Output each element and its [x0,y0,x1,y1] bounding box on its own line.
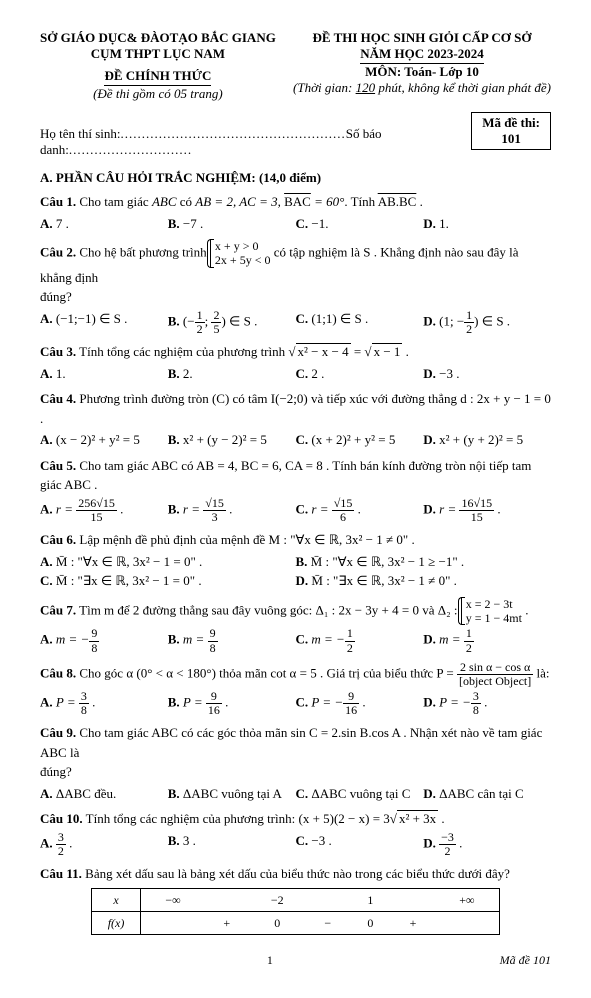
dept: SỞ GIÁO DỤC& ĐÀOTẠO BẮC GIANG [40,30,276,46]
name-label: Họ tên thí sinh: [40,126,121,141]
sqrt-icon [364,344,371,359]
q10-opt-b: B. 3 . [168,831,296,858]
question-10: Câu 10. Tính tổng các nghiệm của phương … [40,809,551,858]
q8-opt-a: A. P = 38 . [40,690,168,717]
q5-opt-b: B. r = √153 . [168,497,296,524]
dur-post: phút, không kể thời gian phát đề) [375,80,551,95]
q1-opt-a: A. 7 . [40,214,168,234]
duration: (Thời gian: 120 phút, không kể thời gian… [293,80,551,96]
angle-bac: BAC [284,194,311,209]
q5-opt-d: D. r = 16√1515 . [423,497,551,524]
q5-label: Câu 5. [40,458,76,473]
q2-opt-b: B. (−12; 25) ∈ S . [168,309,296,336]
q1-opt-b: B. −7 . [168,214,296,234]
exam-title: ĐỀ THI HỌC SINH GIỎI CẤP CƠ SỞ [293,30,551,46]
q1-label: Câu 1. [40,194,76,209]
vec-abbc: AB.BC [378,194,417,209]
q2-opt-c: C. (1;1) ∈ S . [296,309,424,336]
footer: 1 Mã đề 101 [40,953,551,968]
q9-opt-a: A. ΔABC đều. [40,784,168,804]
page-number: 1 [40,953,500,968]
question-3: Câu 3. Tính tổng các nghiệm của phương t… [40,342,551,383]
official: ĐỀ CHÍNH THỨC [104,68,211,86]
question-1: Câu 1. Cho tam giác ABC có AB = 2, AC = … [40,192,551,233]
question-11: Câu 11. Bảng xét dấu sau là bảng xét dấu… [40,864,551,935]
q9-opt-d: D. ΔABC cân tại C [423,784,551,804]
q8-opt-d: D. P = −38 . [423,690,551,717]
q10-opt-d: D. −32 . [423,831,551,858]
sqrt-icon [390,811,397,826]
q11-label: Câu 11. [40,866,82,881]
q8-label: Câu 8. [40,665,76,680]
sbd-dots: ............................. [69,142,192,157]
header-right: ĐỀ THI HỌC SINH GIỎI CẤP CƠ SỞ NĂM HỌC 2… [293,30,551,102]
dur-pre: (Thời gian: [293,80,356,95]
q1-opt-c: C. −1. [296,214,424,234]
question-5: Câu 5. Cho tam giác ABC có AB = 4, BC = … [40,456,551,524]
q8-opt-c: C. P = −916 . [296,690,424,717]
q9-opt-c: C. ΔABC vuông tại C [296,784,424,804]
name-dots: ........................................… [121,126,346,141]
question-8: Câu 8. Cho góc α (0° < α < 180°) thỏa mã… [40,661,551,718]
q7-label: Câu 7. [40,602,76,617]
q2-label: Câu 2. [40,244,76,259]
code-label: Mã đề thi: [482,115,540,131]
q2-opt-d: D. (1; −12) ∈ S . [423,309,551,336]
q3-opt-c: C. 2 . [296,364,424,384]
q2-opt-a: A. (−1;−1) ∈ S . [40,309,168,336]
q3-label: Câu 3. [40,344,76,359]
section-a-title: A. PHẦN CÂU HỎI TRẮC NGHIỆM: (14,0 điểm) [40,170,551,186]
q8-opt-b: B. P = 916 . [168,690,296,717]
sqrt-icon [288,344,295,359]
q3-opt-d: D. −3 . [423,364,551,384]
system-brace: x = 2 − 3t y = 1 − 4mt [461,597,522,626]
q4-label: Câu 4. [40,391,76,406]
q6-opt-d: D. M̄ : "∃x ∈ ℝ, 3x² − 1 ≠ 0" . [296,571,552,591]
cluster: CỤM THPT LỤC NAM [40,46,276,62]
question-6: Câu 6. Lập mệnh đề phủ định của mệnh đề … [40,530,551,591]
q7-opt-a: A. m = −98 [40,627,168,654]
exam-code-box: Mã đề thi: 101 [471,112,551,150]
q7-opt-d: D. m = 12 [423,627,551,654]
q9-opt-b: B. ΔABC vuông tại A [168,784,296,804]
q3-opt-a: A. 1. [40,364,168,384]
q6-opt-a: A. M̄ : "∀x ∈ ℝ, 3x² − 1 = 0" . [40,552,296,572]
q4-opt-a: A. (x − 2)² + y² = 5 [40,430,168,450]
pages-note: (Đề thi gồm có 05 trang) [40,86,276,102]
q6-opt-b: B. M̄ : "∀x ∈ ℝ, 3x² − 1 ≥ −1" . [296,552,552,572]
q4-opt-b: B. x² + (y − 2)² = 5 [168,430,296,450]
footer-code: Mã đề 101 [500,953,551,968]
header: SỞ GIÁO DỤC& ĐÀOTẠO BẮC GIANG CỤM THPT L… [40,30,551,102]
q9-label: Câu 9. [40,725,76,740]
question-4: Câu 4. Phương trình đường tròn (C) có tâ… [40,389,551,450]
q7-opt-c: C. m = −12 [296,627,424,654]
q1-opt-d: D. 1. [423,214,551,234]
subject: MÔN: Toán- Lớp 10 [293,64,551,80]
q4-opt-c: C. (x + 2)² + y² = 5 [296,430,424,450]
header-left: SỞ GIÁO DỤC& ĐÀOTẠO BẮC GIANG CỤM THPT L… [40,30,276,102]
code-value: 101 [482,131,540,147]
q10-opt-c: C. −3 . [296,831,424,858]
q6-opt-c: C. M̄ : "∃x ∈ ℝ, 3x² − 1 = 0" . [40,571,296,591]
q6-label: Câu 6. [40,532,76,547]
q10-label: Câu 10. [40,811,83,826]
question-9: Câu 9. Cho tam giác ABC có các góc thỏa … [40,723,551,803]
sign-table: x −∞ −2 1 +∞ f(x) + 0 − 0 + [91,888,500,935]
question-2: Câu 2. Cho hệ bất phương trình x + y > 0… [40,239,551,336]
system-brace: x + y > 0 2x + 5y < 0 [210,239,271,268]
q3-opt-b: B. 2. [168,364,296,384]
question-7: Câu 7. Tìm m để 2 đường thẳng sau đây vu… [40,597,551,655]
dur-min: 120 [356,80,376,95]
q5-opt-c: C. r = √156 . [296,497,424,524]
q4-opt-d: D. x² + (y + 2)² = 5 [423,430,551,450]
q10-opt-a: A. 32 . [40,831,168,858]
q7-opt-b: B. m = 98 [168,627,296,654]
year: NĂM HỌC 2023-2024 [360,46,484,64]
q5-opt-a: A. r = 256√1515 . [40,497,168,524]
